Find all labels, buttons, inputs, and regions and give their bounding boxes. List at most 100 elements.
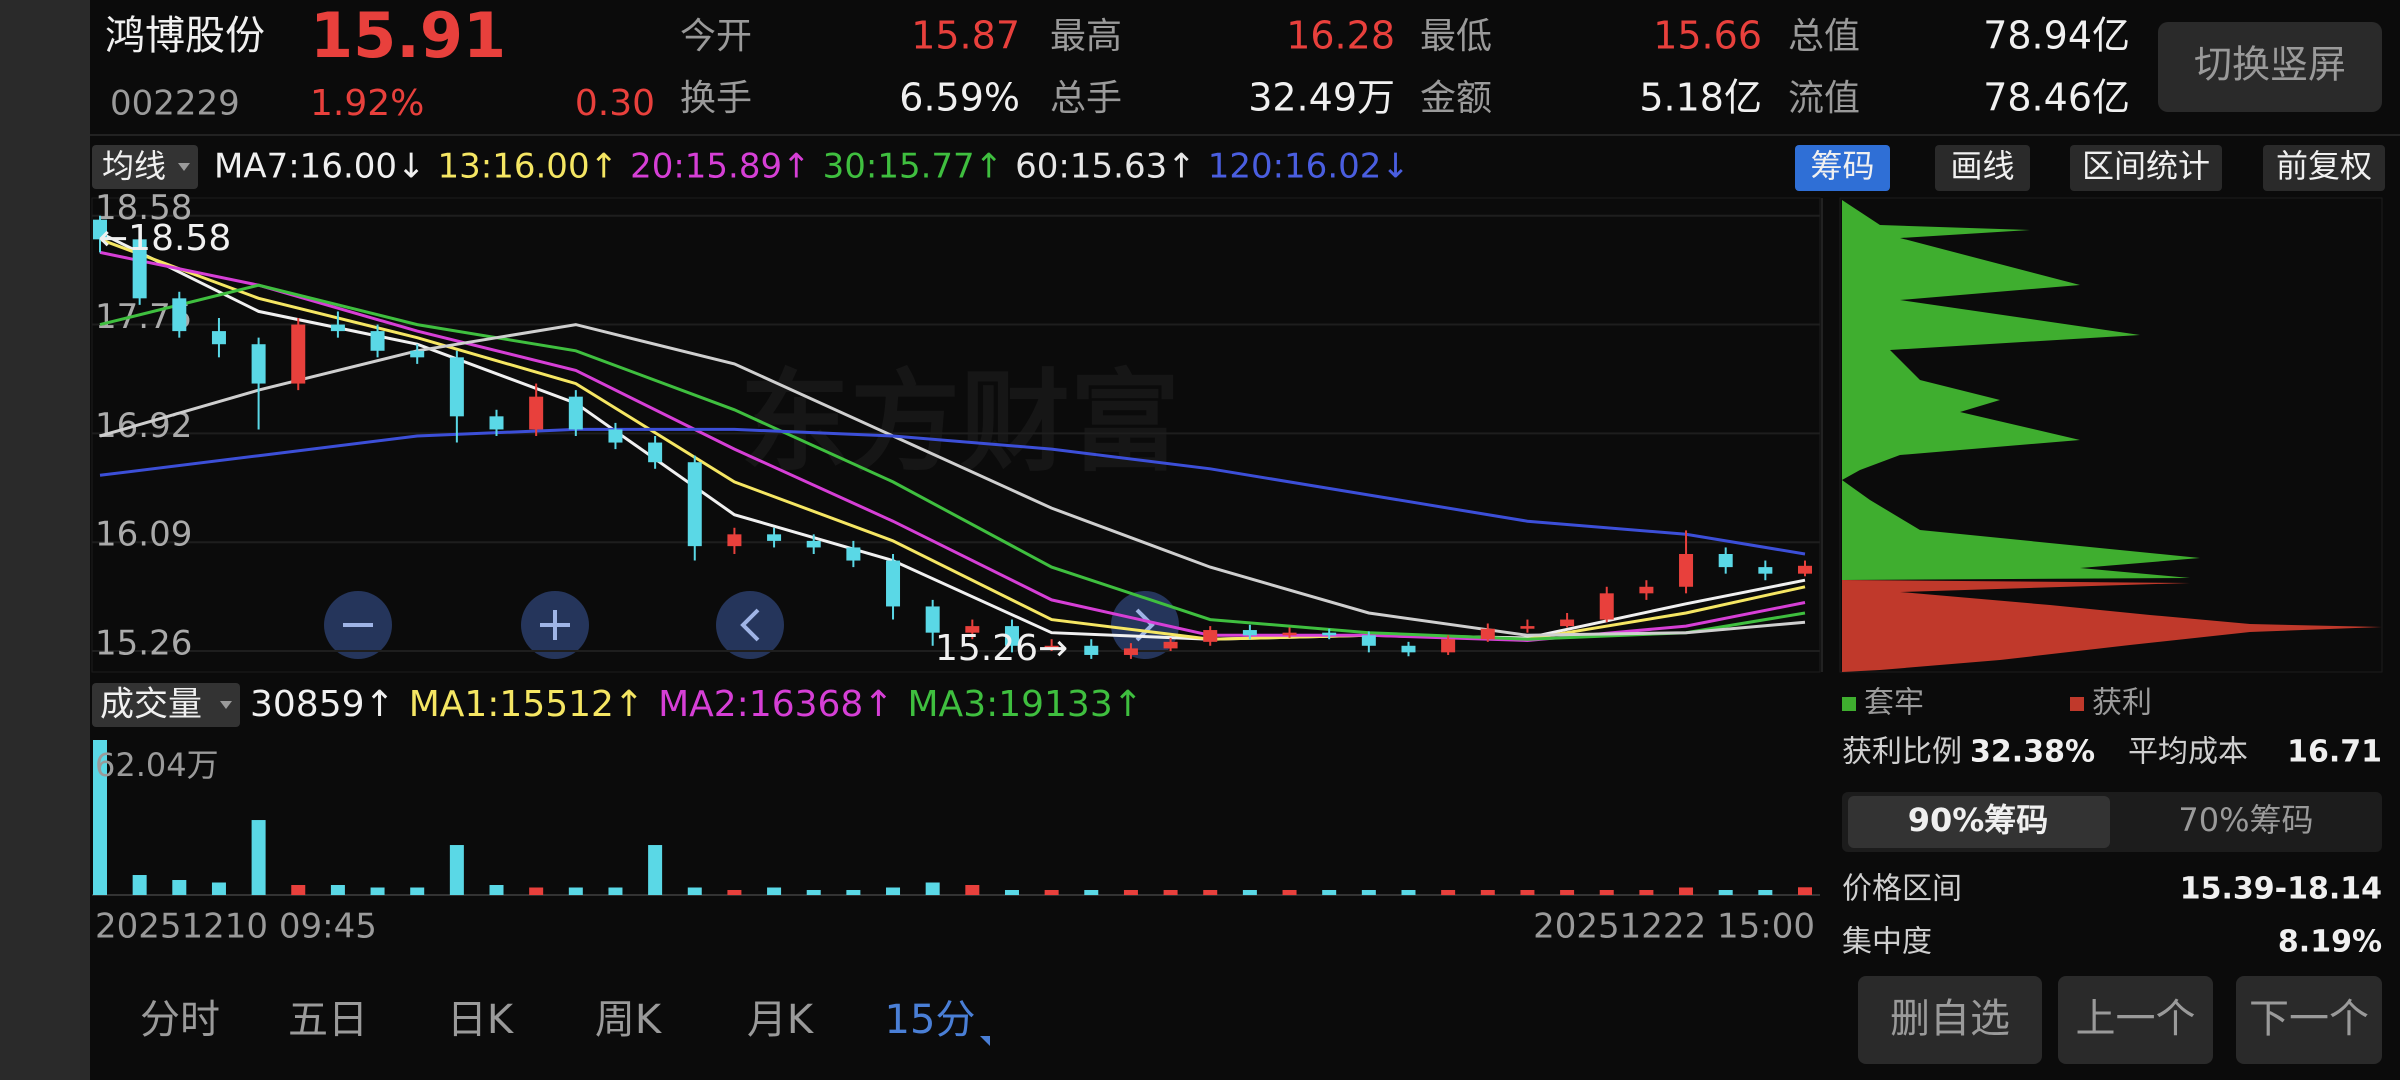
- action-button[interactable]: [2058, 976, 2213, 1064]
- tool-button[interactable]: [1795, 145, 1890, 191]
- stock-price: 15.91: [310, 0, 506, 72]
- ma-legend: 13:16.00↑: [438, 147, 619, 187]
- ma-line: [99, 427, 1806, 556]
- volume-bar: [1441, 890, 1456, 895]
- candle-body: [211, 331, 226, 345]
- candle-body: [767, 534, 782, 541]
- candle-body: [1084, 645, 1099, 655]
- info-label: 平均成本: [2128, 735, 2248, 770]
- candle-body: [1758, 567, 1773, 574]
- action-button-label: 上一个: [2076, 996, 2196, 1042]
- candle-body: [251, 344, 266, 384]
- stat-value: 32.49万: [1248, 76, 1395, 120]
- candle-body: [1044, 645, 1059, 648]
- candle-body: [489, 416, 504, 430]
- orientation-button[interactable]: [2158, 22, 2382, 112]
- chip-tab-active[interactable]: [1848, 796, 2110, 848]
- scroll-right[interactable]: [1111, 591, 1179, 659]
- stock-code: 002229: [110, 84, 240, 124]
- change-percent: 1.92%: [310, 83, 424, 124]
- volume-bar: [846, 890, 861, 895]
- volume-bar: [1203, 890, 1218, 895]
- volume-bar: [1639, 890, 1654, 895]
- volume-bar: [1679, 887, 1694, 895]
- volume-bar: [172, 880, 187, 895]
- scroll-left[interactable]: [716, 591, 784, 659]
- y-tick-label: 18.58: [95, 188, 192, 228]
- info-label: 价格区间: [1842, 872, 1962, 907]
- candle-body: [1560, 619, 1575, 627]
- volume-bar: [965, 885, 980, 895]
- stat-label: 流值: [1788, 78, 1860, 119]
- ma-legend: MA7:16.00↓: [214, 147, 426, 187]
- tool-button-label: 筹码: [1810, 147, 1874, 185]
- volume-bar: [1163, 890, 1178, 895]
- volume-bar: [211, 882, 226, 895]
- tool-button-label: 画线: [1950, 147, 2014, 185]
- stat-value: 15.66: [1653, 14, 1762, 58]
- stat-label: 总手: [1050, 78, 1122, 119]
- ma-legend: 60:15.63↑: [1015, 147, 1196, 187]
- info-value: 15.39-18.14: [2180, 872, 2382, 907]
- volume-bar: [806, 890, 821, 895]
- volume-bar: [1480, 890, 1495, 895]
- volume-selector[interactable]: [92, 683, 240, 727]
- candle-body: [172, 298, 187, 332]
- volume-bar: [449, 845, 464, 895]
- end-date: 20251222 15:00: [1533, 907, 1815, 947]
- info-value: 16.71: [2287, 735, 2382, 770]
- volume-bar: [1123, 890, 1138, 895]
- volume-bar: [330, 885, 345, 895]
- chip-tab: 90%筹码: [1908, 801, 2049, 839]
- chart-frame: [91, 197, 1821, 673]
- volume-bar: [1401, 890, 1416, 895]
- legend-label: 获利: [2092, 686, 2152, 721]
- candle-body: [93, 219, 107, 240]
- stat-label: 最低: [1420, 16, 1492, 57]
- tab-marker: [980, 1036, 990, 1046]
- tool-button[interactable]: [2070, 145, 2222, 191]
- stat-value: 6.59%: [899, 76, 1020, 120]
- action-button[interactable]: [1858, 976, 2042, 1064]
- candle-body: [806, 540, 821, 548]
- candle-body: [925, 606, 940, 633]
- stat-value: 5.18亿: [1639, 76, 1762, 120]
- period-tab: 日K: [447, 997, 515, 1043]
- candle-body: [370, 331, 385, 351]
- candle-body: [1361, 635, 1376, 646]
- candle-body: [1679, 554, 1694, 587]
- volume-selector-label: 成交量: [100, 685, 202, 725]
- ma-selector[interactable]: [92, 145, 198, 189]
- stat-label: 换手: [680, 78, 752, 119]
- ma-line: [99, 323, 1806, 637]
- legend-label: 套牢: [1864, 686, 1924, 721]
- dropdown-arrow: [220, 701, 232, 709]
- candle-body: [965, 626, 980, 633]
- candle-body: [291, 324, 306, 384]
- stat-value: 16.28: [1286, 14, 1395, 58]
- volume-bar: [1718, 890, 1733, 895]
- orientation-button-label: 切换竖屏: [2194, 43, 2346, 87]
- action-button[interactable]: [2236, 976, 2382, 1064]
- tool-button-label: 区间统计: [2082, 147, 2210, 185]
- tool-button[interactable]: [2263, 145, 2385, 191]
- volume-bar: [370, 887, 385, 895]
- ma-line: [99, 231, 1806, 641]
- volume-bar: [1044, 890, 1059, 895]
- volume-bar: [568, 887, 583, 895]
- volume-bar: [529, 887, 544, 895]
- ma-legend: 30:15.77↑: [823, 147, 1004, 187]
- tool-button[interactable]: [1935, 145, 2030, 191]
- candle-body: [608, 429, 623, 443]
- ma-line: [99, 283, 1806, 641]
- volume-bar: [132, 875, 147, 895]
- legend-swatch: [1842, 697, 1856, 711]
- chip-frame: [1839, 197, 2383, 673]
- ma-selector-label: 均线: [102, 147, 166, 185]
- volume-bar: [251, 820, 266, 895]
- candle-body: [1242, 630, 1257, 636]
- volume-bar: [291, 885, 306, 895]
- zoom-controls[interactable]: [324, 591, 1179, 659]
- volume-legend: MA1:15512↑: [409, 684, 644, 725]
- candle-body: [132, 239, 147, 299]
